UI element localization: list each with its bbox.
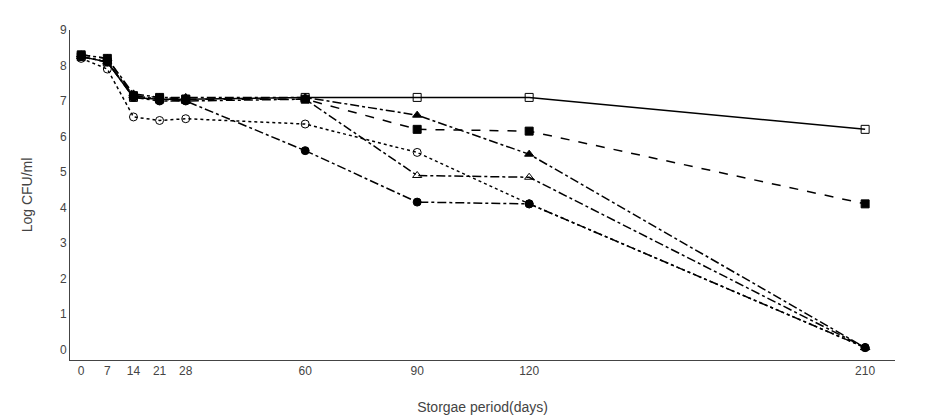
svg-text:210: 210	[855, 364, 875, 378]
svg-text:5: 5	[60, 165, 67, 179]
svg-text:14: 14	[127, 364, 141, 378]
svg-text:120: 120	[519, 364, 539, 378]
svg-text:4: 4	[60, 201, 67, 215]
svg-text:6: 6	[60, 130, 67, 144]
svg-text:Log CFU/ml: Log CFU/ml	[19, 158, 35, 233]
svg-text:21: 21	[153, 364, 167, 378]
svg-text:8: 8	[60, 59, 67, 73]
svg-text:90: 90	[410, 364, 424, 378]
svg-text:60: 60	[299, 364, 313, 378]
svg-text:1: 1	[60, 307, 67, 321]
svg-text:3: 3	[60, 236, 67, 250]
svg-text:2: 2	[60, 272, 67, 286]
svg-text:7: 7	[104, 364, 111, 378]
svg-text:0: 0	[60, 343, 67, 357]
svg-text:28: 28	[179, 364, 193, 378]
svg-text:9: 9	[60, 23, 67, 37]
svg-text:0: 0	[78, 364, 85, 378]
svg-text:7: 7	[60, 94, 67, 108]
svg-text:Storgae period(days): Storgae period(days)	[417, 399, 548, 415]
